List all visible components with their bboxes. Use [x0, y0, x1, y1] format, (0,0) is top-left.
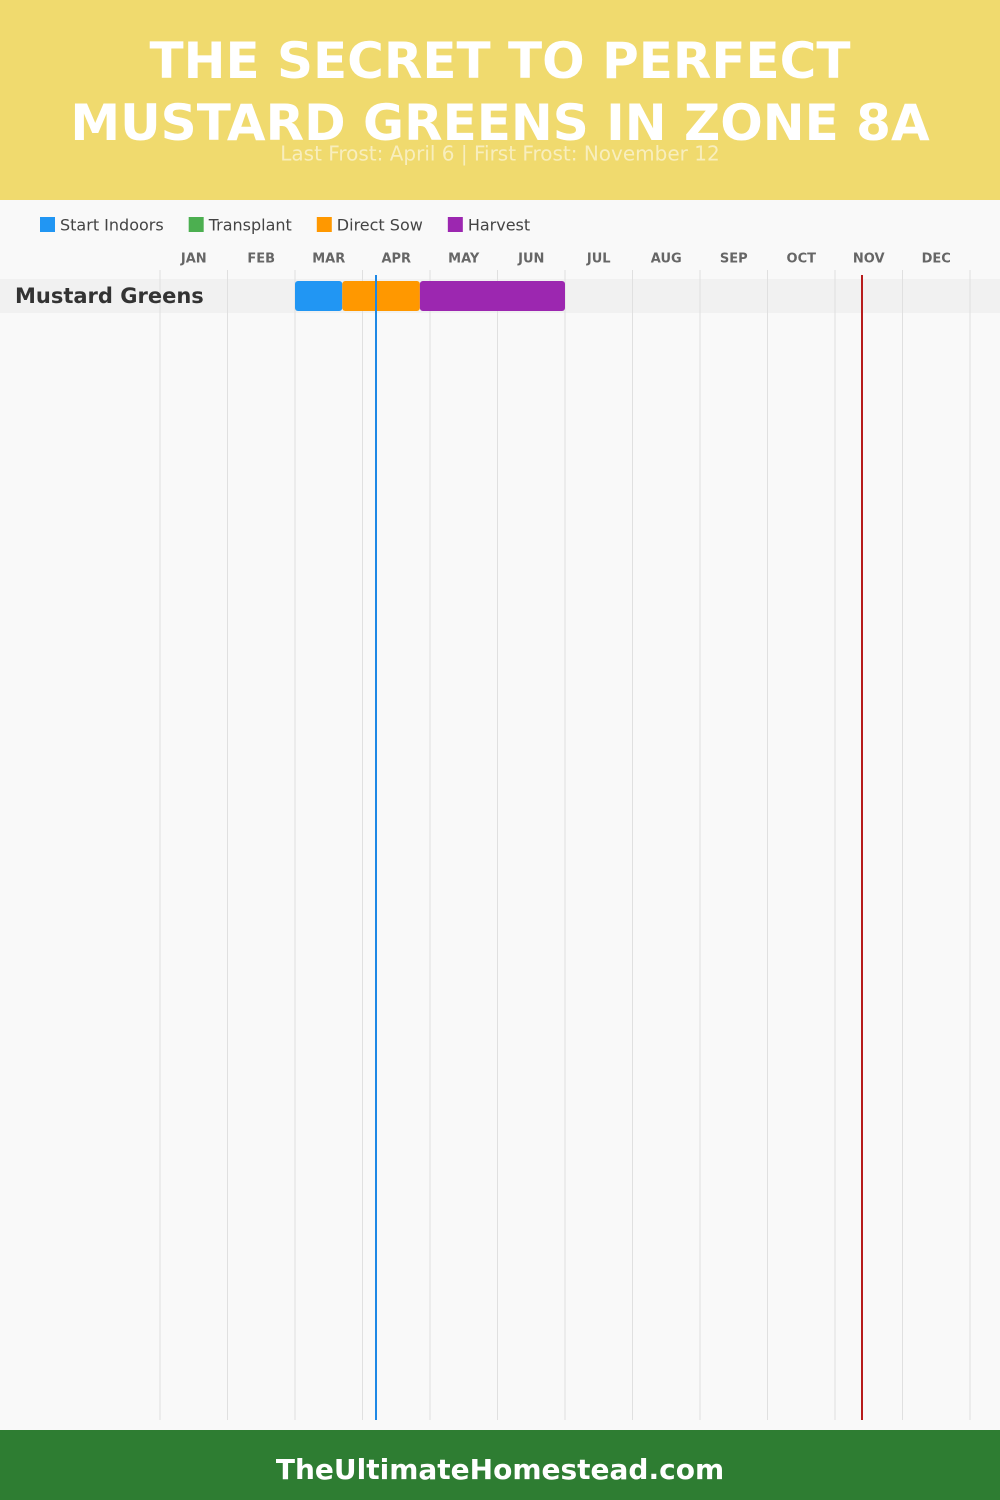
schedule-bar: [342, 281, 420, 311]
month-label: OCT: [787, 252, 817, 267]
month-label: MAR: [312, 252, 345, 267]
month-label: DEC: [922, 252, 951, 267]
schedule-bar: [295, 281, 343, 311]
legend-swatch: [316, 217, 332, 232]
month-label: JAN: [180, 252, 207, 267]
footer: TheUltimateHomestead.com: [276, 1453, 724, 1486]
legend-label: Harvest: [468, 216, 530, 235]
schedule-bar: [419, 281, 565, 311]
legend-swatch: [447, 217, 463, 232]
month-label: NOV: [853, 252, 885, 267]
footer-band: [0, 1430, 1000, 1500]
legend-label: Transplant: [208, 216, 292, 235]
legend-swatch: [40, 217, 55, 232]
title: THE SECRET TO PERFECT MUSTARD GREENS IN Z…: [70, 32, 930, 152]
legend-swatch: [188, 217, 204, 232]
row-label: Mustard Greens: [15, 284, 204, 308]
month-label: JUN: [517, 252, 544, 267]
month-label: APR: [381, 252, 411, 267]
month-label: FEB: [247, 252, 275, 267]
legend-label: Start Indoors: [60, 216, 164, 235]
legend-label: Direct Sow: [337, 216, 423, 235]
month-label: SEP: [720, 252, 748, 267]
month-label: AUG: [651, 252, 682, 267]
month-label: MAY: [448, 252, 480, 267]
month-label: JUL: [586, 252, 611, 267]
subtitle: Last Frost: April 6 | First Frost: Novem…: [280, 142, 719, 166]
header-band: [0, 0, 1000, 200]
